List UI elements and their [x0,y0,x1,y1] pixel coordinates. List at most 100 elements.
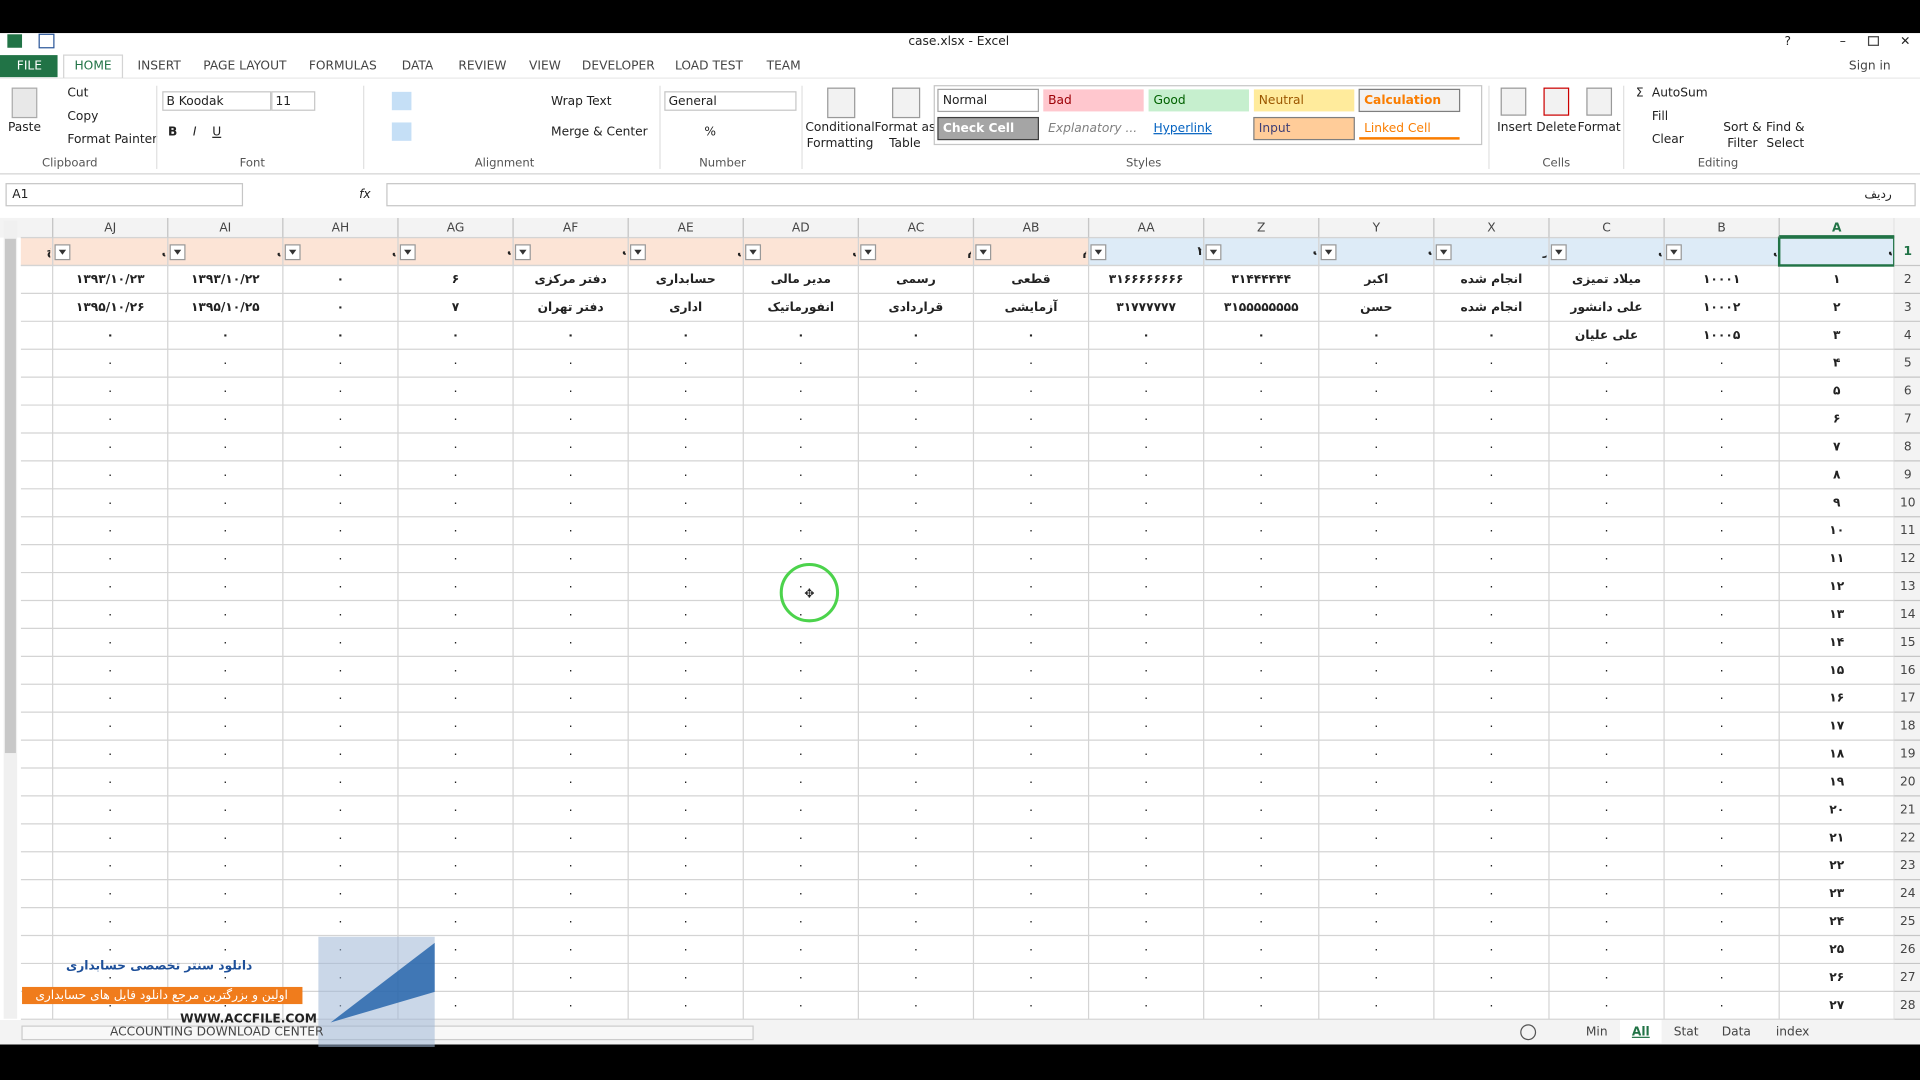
row-number[interactable]: 7 [1904,412,1912,426]
cell[interactable]: ۰ [337,356,344,370]
cell[interactable]: ۰ [682,942,689,956]
row-number[interactable]: 13 [1900,579,1916,593]
scroll-thumb[interactable] [4,238,16,754]
cell[interactable]: ۰ [682,412,689,426]
style-swatch[interactable] [1359,117,1460,140]
cell[interactable]: ۰ [1143,886,1150,900]
ribbon-tab[interactable]: DEVELOPER [582,59,655,73]
row-number[interactable]: 24 [1900,886,1916,900]
cell[interactable]: ۰ [913,551,920,565]
cell[interactable]: ۰ [1258,858,1265,872]
header-text[interactable]: تلفن ثابت ۲ [1198,244,1270,258]
cell[interactable]: ۰ [1028,774,1035,788]
cell[interactable]: ۰ [1718,663,1725,677]
cell[interactable]: ۰ [913,691,920,705]
cell[interactable]: ۰ [1373,495,1380,509]
new-sheet[interactable] [1520,1024,1537,1041]
cell[interactable]: ۰ [567,579,574,593]
ribbon-tab[interactable]: FORMULAS [309,59,377,73]
cell[interactable]: ۰ [222,439,229,453]
column-letter[interactable]: AI [219,220,231,234]
cell[interactable]: ۰ [452,998,459,1012]
cell[interactable]: ۰ [1373,523,1380,537]
cell[interactable]: ۰ [567,412,574,426]
cell[interactable]: ۰ [682,663,689,677]
sort-filter[interactable]: Sort & [1723,120,1762,134]
cell[interactable]: ۰ [452,551,459,565]
cell[interactable]: ۶ [1833,412,1840,426]
cell[interactable]: ۰ [1143,523,1150,537]
cell[interactable]: ۰ [913,523,920,537]
cell[interactable]: ۰ [567,747,574,761]
cell[interactable]: ۰ [1028,802,1035,816]
cell[interactable]: ۰ [682,802,689,816]
cell[interactable]: ۰ [107,802,114,816]
cell[interactable]: ۰ [1718,802,1725,816]
cell[interactable]: ۰ [1718,886,1725,900]
cell[interactable]: ۰ [798,691,805,705]
insert-icon[interactable] [1500,87,1527,116]
cell[interactable]: ۲ [1833,300,1841,314]
italic[interactable]: I [193,125,197,139]
cell[interactable]: ۰ [1143,384,1150,398]
cell[interactable]: ۰ [798,830,805,844]
cell[interactable]: ۰ [222,830,229,844]
cell[interactable]: ۰ [1028,523,1035,537]
cell[interactable]: ۰ [1028,747,1035,761]
cell[interactable]: ۰ [107,551,114,565]
ribbon-tab[interactable]: TEAM [766,59,801,73]
cell[interactable]: ۰ [1488,914,1495,928]
row-number[interactable]: 20 [1900,774,1916,788]
cell[interactable]: ۰ [1718,914,1725,928]
cell[interactable]: ۰ [452,942,459,956]
cell[interactable]: ۰ [567,774,574,788]
cell[interactable]: ۰ [222,663,229,677]
cell[interactable]: ۰ [1258,467,1265,481]
row-number[interactable]: 18 [1900,719,1916,733]
cell[interactable]: ۰ [1718,579,1725,593]
cell[interactable]: ۲۱ [1829,830,1844,844]
header-cell[interactable] [627,236,744,267]
cell[interactable]: ۰ [1603,523,1610,537]
cell[interactable]: ۰ [567,886,574,900]
cell[interactable]: ۰ [682,551,689,565]
cell[interactable]: ۰ [1143,747,1150,761]
cell[interactable]: ۰ [1603,747,1610,761]
cell[interactable]: ۰ [107,886,114,900]
ribbon-tab[interactable]: HOME [74,59,111,73]
cell[interactable]: ۰ [452,384,459,398]
cell[interactable]: ۰ [913,719,920,733]
cell[interactable]: ۲۵ [1829,942,1844,956]
cell[interactable]: ۰ [1603,858,1610,872]
style-name[interactable]: Normal [943,93,987,107]
cell[interactable]: ۰ [1718,356,1725,370]
cell[interactable]: ۰ [1718,412,1725,426]
formula-input[interactable] [386,183,1916,207]
align-middle[interactable] [391,91,412,111]
cell[interactable]: ۰ [222,384,229,398]
cell[interactable]: ۰ [567,635,574,649]
cell[interactable]: ۰ [107,356,114,370]
ribbon-tab[interactable]: FILE [17,59,42,73]
header-text[interactable]: تاریخ استخدام رسمی [277,244,405,259]
cell[interactable]: ۰ [337,886,344,900]
style-swatch[interactable] [1148,89,1249,112]
header-cell[interactable] [167,236,284,267]
cell[interactable]: ۰ [1488,719,1495,733]
column-letter[interactable]: Y [1372,220,1381,234]
cell[interactable]: ۰ [1258,356,1265,370]
cell[interactable]: ۰ [682,998,689,1012]
format[interactable]: Format [1578,120,1621,134]
cell[interactable]: ۰ [913,774,920,788]
cell[interactable]: قطعی [1011,272,1050,286]
row-number[interactable]: 5 [1904,356,1912,370]
row-number[interactable]: 8 [1904,439,1912,453]
cell[interactable]: ۱۹ [1829,774,1844,788]
cell[interactable]: حسن [1360,300,1392,314]
cell[interactable]: ۰ [1373,579,1380,593]
cell[interactable]: ۰ [1488,579,1495,593]
cell[interactable]: ۰ [1373,439,1380,453]
cell[interactable]: ۰ [1142,328,1149,342]
cell[interactable]: ۰ [452,523,459,537]
cell[interactable]: ۰ [222,886,229,900]
